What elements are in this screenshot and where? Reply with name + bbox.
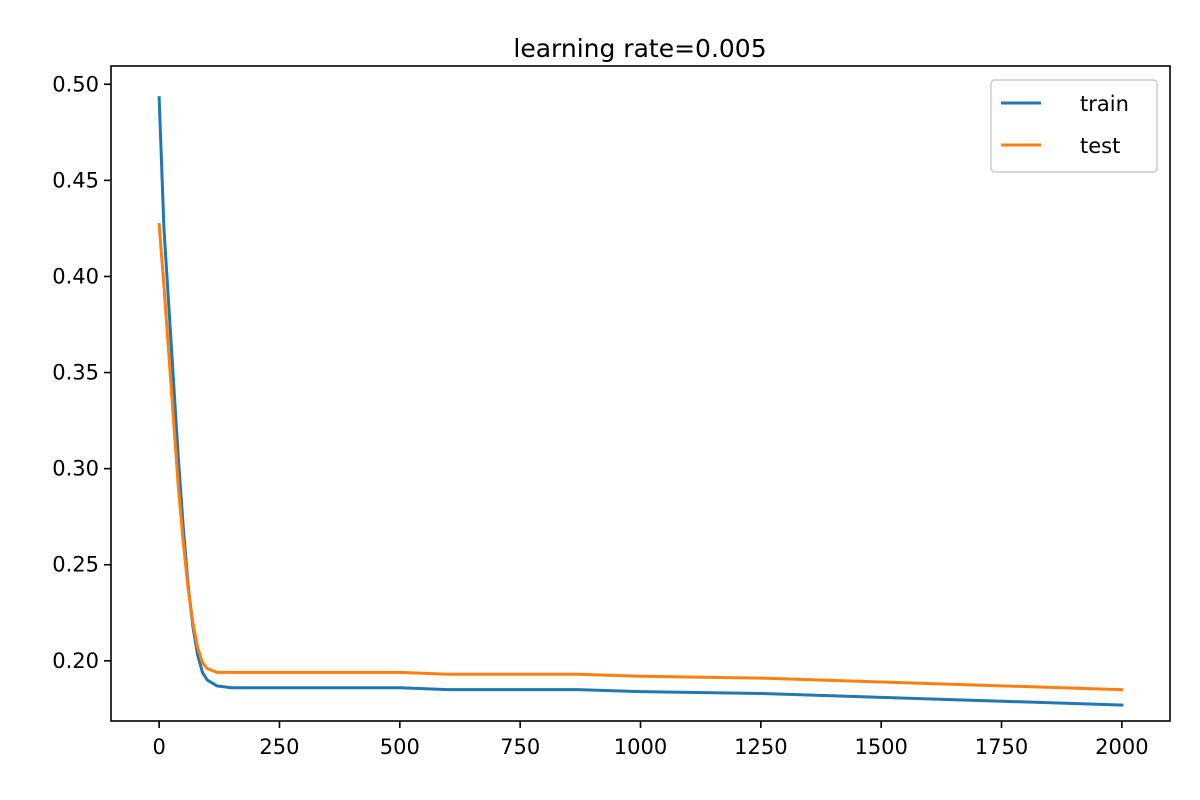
y-tick-label: 0.30 <box>52 457 99 481</box>
legend-label-train: train <box>1080 92 1129 116</box>
x-tick-label: 250 <box>259 735 299 759</box>
legend-label-test: test <box>1080 134 1120 158</box>
y-tick-label: 0.20 <box>52 649 99 673</box>
x-tick-label: 1750 <box>975 735 1028 759</box>
x-axis: 0 250 500 750 1000 1250 1500 1750 2000 <box>152 721 1149 759</box>
x-tick-label: 1500 <box>854 735 907 759</box>
y-tick-label: 0.35 <box>52 361 99 385</box>
y-tick-label: 0.25 <box>52 553 99 577</box>
series-line-train <box>157 96 1124 707</box>
x-tick-label: 1000 <box>614 735 667 759</box>
x-tick-label: 750 <box>500 735 540 759</box>
series-layer <box>157 96 1124 707</box>
x-tick-label: 1250 <box>734 735 787 759</box>
x-tick-label: 500 <box>380 735 420 759</box>
legend-box <box>990 79 1158 173</box>
y-tick-label: 0.50 <box>52 72 99 96</box>
legend: train test <box>990 79 1158 173</box>
x-tick-label: 0 <box>152 735 165 759</box>
chart-title: learning rate=0.005 <box>513 34 766 63</box>
y-tick-label: 0.45 <box>52 168 99 192</box>
y-axis: 0.20 0.25 0.30 0.35 0.40 0.45 0.50 <box>52 72 111 673</box>
y-tick-label: 0.40 <box>52 264 99 288</box>
series-line-test <box>157 222 1124 692</box>
x-tick-label: 2000 <box>1095 735 1148 759</box>
